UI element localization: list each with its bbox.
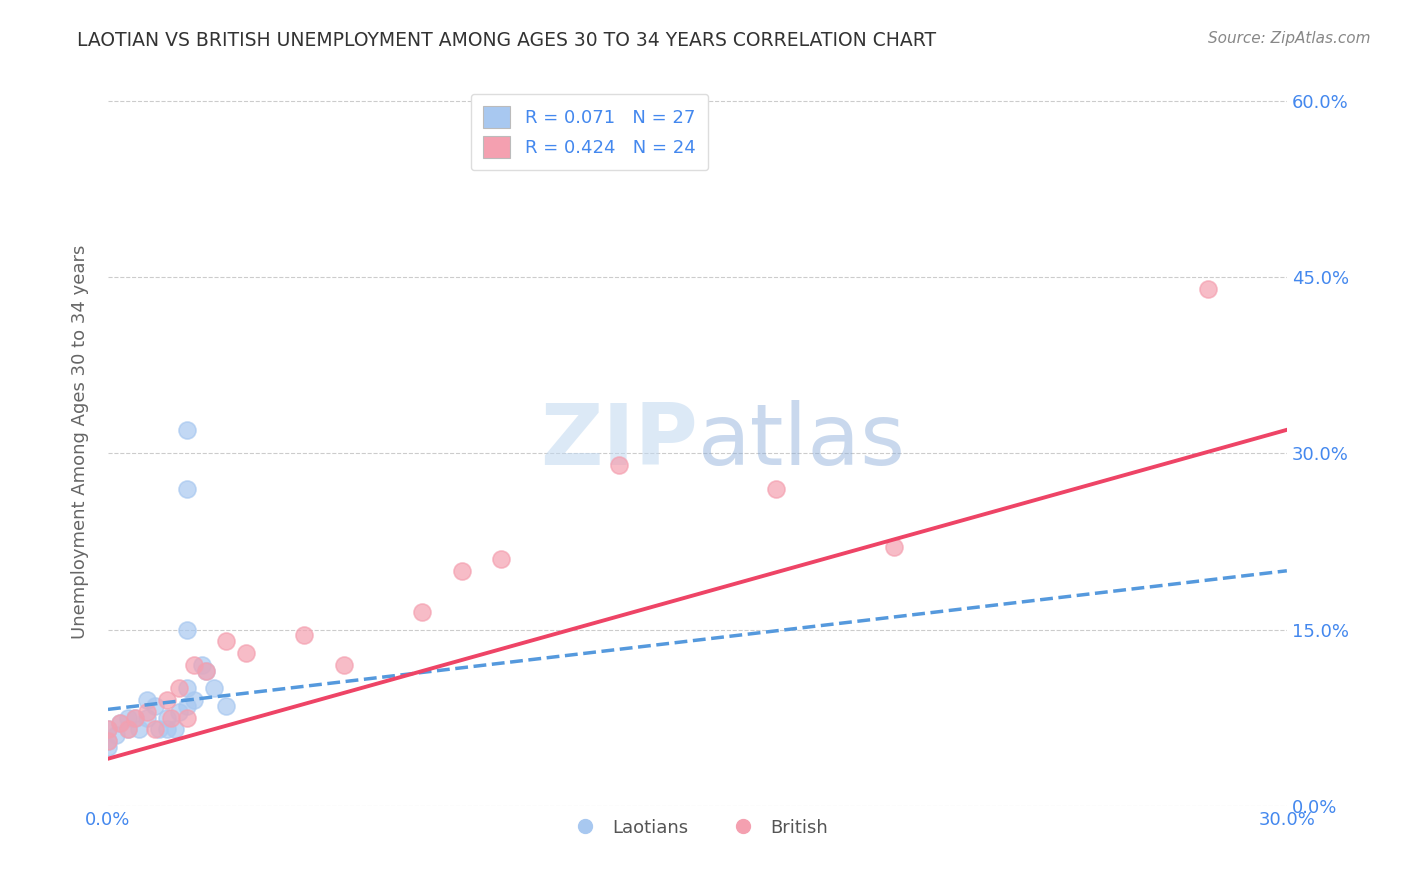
Point [332,657,354,672]
Point [202,681,225,696]
Point [607,458,630,472]
Point [160,710,183,724]
Point [1197,282,1219,296]
Point [124,710,146,724]
Point [183,693,205,707]
Point [148,723,170,737]
Point [176,423,198,437]
Point [128,723,150,737]
Point [156,723,179,737]
Point [143,723,166,737]
Text: LAOTIAN VS BRITISH UNEMPLOYMENT AMONG AGES 30 TO 34 YEARS CORRELATION CHART: LAOTIAN VS BRITISH UNEMPLOYMENT AMONG AG… [77,31,936,50]
Point [117,723,139,737]
Point [97,734,120,748]
Point [176,623,198,637]
Text: atlas: atlas [697,401,905,483]
Point [176,482,198,496]
Point [117,710,139,724]
Point [183,657,205,672]
Point [176,681,198,696]
Point [156,693,179,707]
Point [136,693,159,707]
Point [167,705,190,719]
Point [97,739,120,754]
Legend: Laotians, British: Laotians, British [560,812,835,844]
Point [136,705,159,719]
Text: Source: ZipAtlas.com: Source: ZipAtlas.com [1208,31,1371,46]
Point [450,564,472,578]
Point [143,698,166,713]
Point [411,605,433,619]
Point [294,628,316,642]
Point [235,646,257,660]
Point [167,681,190,696]
Point [97,723,120,737]
Point [176,710,198,724]
Point [176,698,198,713]
Point [97,734,120,748]
Point [195,664,218,678]
Point [215,634,238,648]
Point [104,728,127,742]
Point [191,657,214,672]
Point [108,716,131,731]
Point [124,710,146,724]
Point [108,716,131,731]
Point [883,541,905,555]
Point [195,664,218,678]
Point [156,710,179,724]
Point [117,723,139,737]
Point [765,482,787,496]
Point [215,698,238,713]
Point [163,723,186,737]
Text: ZIP: ZIP [540,401,697,483]
Point [136,710,159,724]
Y-axis label: Unemployment Among Ages 30 to 34 years: Unemployment Among Ages 30 to 34 years [72,244,89,639]
Point [489,552,512,566]
Point [97,723,120,737]
